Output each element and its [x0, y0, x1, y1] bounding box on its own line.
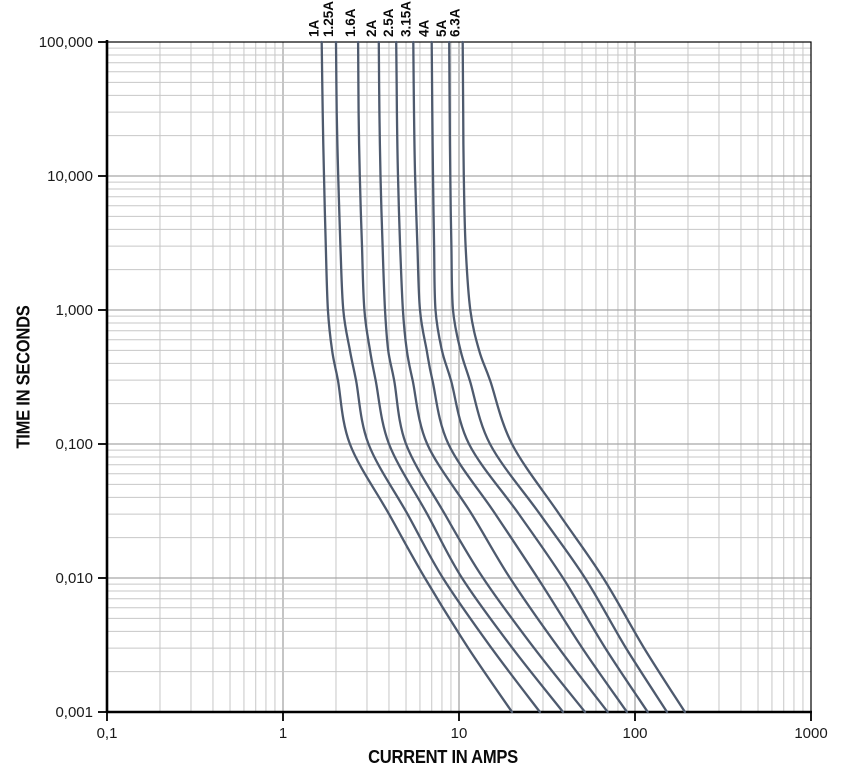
curve-label-1.25A: 1.25A	[321, 1, 336, 37]
curve-label-1A: 1A	[307, 19, 322, 37]
x-tick-label: 100	[622, 725, 647, 742]
curve-label-2.5A: 2.5A	[381, 8, 396, 37]
x-tick-label: 1000	[794, 725, 827, 742]
curve-2A	[377, 40, 587, 714]
curve-label-3.15A: 3.15A	[398, 1, 413, 37]
curve-label-5A: 5A	[434, 19, 449, 37]
x-tick-label: 1	[279, 725, 287, 742]
y-tick-label: 1,000	[55, 302, 93, 319]
y-tick-label: 10,000	[47, 168, 93, 185]
curve-4A	[430, 40, 649, 714]
curve-1.25A	[334, 40, 542, 714]
x-tick-label: 10	[451, 725, 468, 742]
curve-3.15A	[412, 40, 629, 714]
curve-label-4A: 4A	[417, 19, 432, 37]
y-tick-label: 0,001	[55, 704, 93, 721]
curve-5A	[448, 40, 669, 714]
curve-label-6.3A: 6.3A	[448, 8, 463, 37]
curve-1.6A	[356, 40, 565, 714]
curve-6.3A	[461, 40, 687, 714]
y-tick-label: 0,100	[55, 436, 93, 453]
y-tick-label: 100,000	[39, 34, 93, 51]
curve-label-2A: 2A	[364, 19, 379, 37]
curve-1A	[320, 40, 514, 714]
curve-label-1.6A: 1.6A	[343, 8, 358, 37]
x-tick-label: 0,1	[97, 725, 118, 742]
y-tick-label: 0,010	[55, 570, 93, 587]
curve-2.5A	[395, 40, 609, 714]
x-axis-title: CURRENT IN AMPS	[368, 747, 518, 767]
